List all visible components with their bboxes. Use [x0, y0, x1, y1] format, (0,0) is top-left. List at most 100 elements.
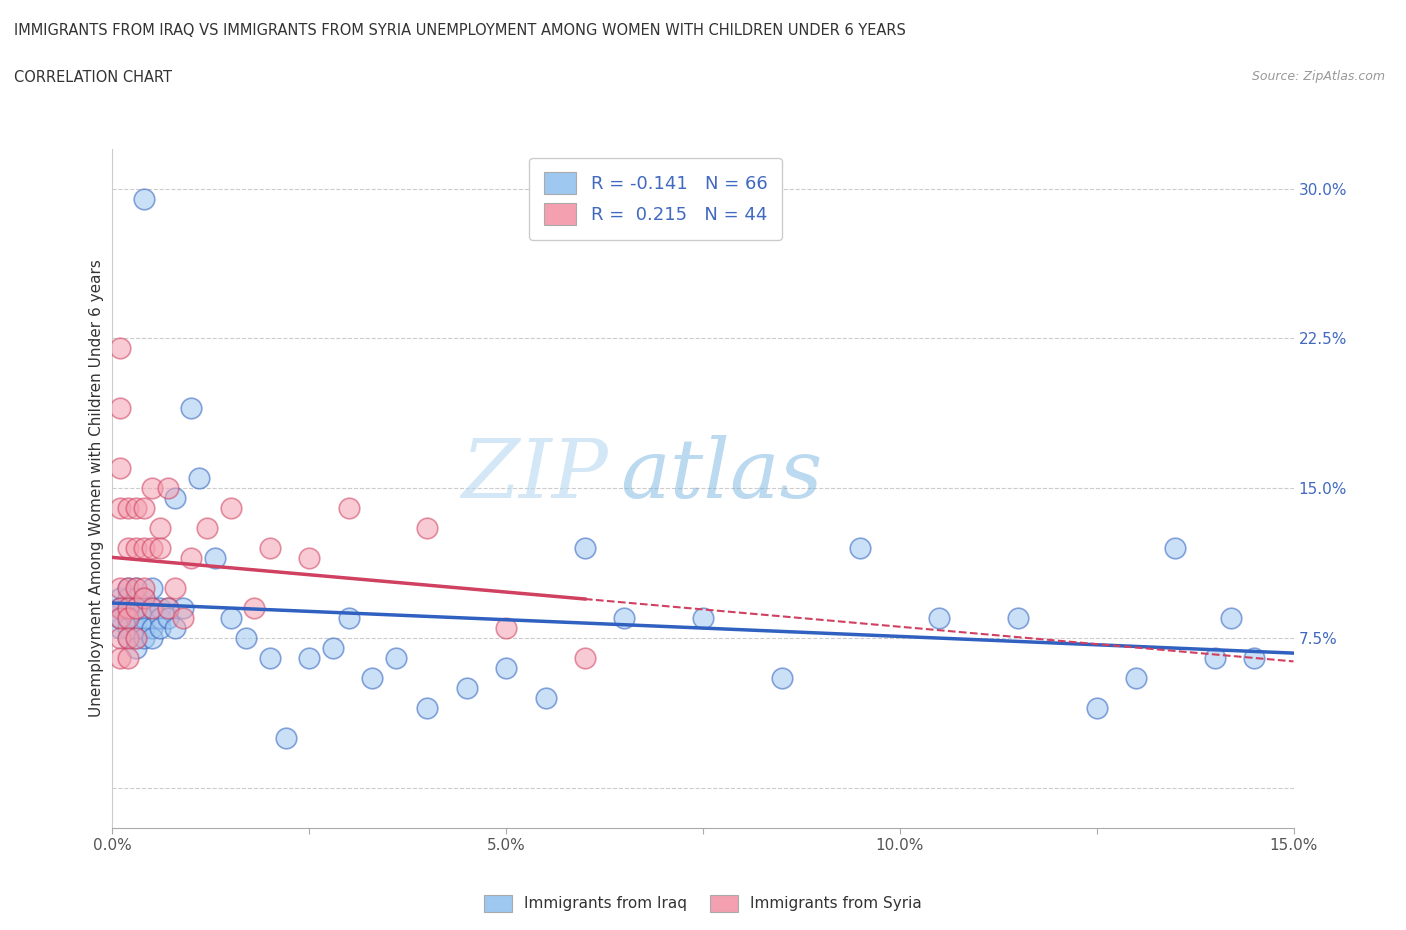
- Point: [188, 471, 211, 485]
- Point: [385, 651, 408, 666]
- Point: [110, 591, 132, 605]
- Point: [692, 611, 714, 626]
- Point: [165, 620, 187, 635]
- Point: [322, 641, 344, 656]
- Point: [132, 620, 155, 635]
- Point: [117, 601, 139, 616]
- Text: IMMIGRANTS FROM IRAQ VS IMMIGRANTS FROM SYRIA UNEMPLOYMENT AMONG WOMEN WITH CHIL: IMMIGRANTS FROM IRAQ VS IMMIGRANTS FROM …: [14, 23, 905, 38]
- Point: [125, 631, 148, 645]
- Text: CORRELATION CHART: CORRELATION CHART: [14, 70, 172, 85]
- Point: [125, 591, 148, 605]
- Point: [235, 631, 257, 645]
- Point: [110, 631, 132, 645]
- Point: [132, 580, 155, 595]
- Point: [337, 611, 360, 626]
- Point: [125, 580, 148, 595]
- Legend: R = -0.141   N = 66, R =  0.215   N = 44: R = -0.141 N = 66, R = 0.215 N = 44: [530, 158, 782, 240]
- Point: [416, 521, 439, 536]
- Point: [132, 601, 155, 616]
- Point: [195, 521, 218, 536]
- Text: ZIP: ZIP: [461, 434, 609, 514]
- Point: [298, 651, 321, 666]
- Point: [149, 540, 172, 555]
- Point: [1219, 611, 1241, 626]
- Point: [110, 601, 132, 616]
- Point: [117, 580, 139, 595]
- Point: [132, 591, 155, 605]
- Point: [110, 601, 132, 616]
- Point: [361, 671, 384, 685]
- Point: [1007, 611, 1029, 626]
- Point: [141, 601, 163, 616]
- Point: [117, 591, 139, 605]
- Point: [259, 540, 281, 555]
- Point: [110, 500, 132, 515]
- Point: [165, 491, 187, 506]
- Point: [132, 500, 155, 515]
- Point: [117, 631, 139, 645]
- Point: [132, 591, 155, 605]
- Point: [613, 611, 636, 626]
- Point: [141, 580, 163, 595]
- Point: [125, 500, 148, 515]
- Point: [141, 481, 163, 496]
- Point: [110, 401, 132, 416]
- Point: [110, 601, 132, 616]
- Point: [117, 631, 139, 645]
- Point: [928, 611, 950, 626]
- Point: [1125, 671, 1147, 685]
- Point: [125, 611, 148, 626]
- Point: [141, 631, 163, 645]
- Point: [117, 500, 139, 515]
- Point: [149, 620, 172, 635]
- Point: [219, 500, 242, 515]
- Point: [574, 651, 596, 666]
- Point: [125, 620, 148, 635]
- Point: [141, 620, 163, 635]
- Point: [132, 192, 155, 206]
- Point: [110, 651, 132, 666]
- Point: [180, 551, 202, 565]
- Point: [172, 601, 194, 616]
- Point: [125, 601, 148, 616]
- Point: [274, 730, 297, 745]
- Point: [180, 401, 202, 416]
- Point: [117, 611, 139, 626]
- Point: [110, 611, 132, 626]
- Point: [125, 601, 148, 616]
- Point: [574, 540, 596, 555]
- Point: [149, 611, 172, 626]
- Point: [1243, 651, 1265, 666]
- Point: [165, 580, 187, 595]
- Point: [117, 651, 139, 666]
- Point: [110, 461, 132, 476]
- Point: [1164, 540, 1187, 555]
- Point: [125, 641, 148, 656]
- Point: [204, 551, 226, 565]
- Point: [110, 620, 132, 635]
- Point: [117, 620, 139, 635]
- Point: [149, 601, 172, 616]
- Point: [156, 481, 179, 496]
- Point: [132, 631, 155, 645]
- Point: [219, 611, 242, 626]
- Y-axis label: Unemployment Among Women with Children Under 6 years: Unemployment Among Women with Children U…: [89, 259, 104, 717]
- Point: [416, 700, 439, 715]
- Point: [298, 551, 321, 565]
- Point: [770, 671, 793, 685]
- Point: [156, 601, 179, 616]
- Point: [243, 601, 266, 616]
- Text: Source: ZipAtlas.com: Source: ZipAtlas.com: [1251, 70, 1385, 83]
- Point: [172, 611, 194, 626]
- Point: [149, 521, 172, 536]
- Point: [110, 580, 132, 595]
- Point: [141, 601, 163, 616]
- Text: atlas: atlas: [620, 434, 823, 514]
- Point: [132, 540, 155, 555]
- Point: [117, 580, 139, 595]
- Point: [117, 611, 139, 626]
- Point: [117, 601, 139, 616]
- Point: [1204, 651, 1226, 666]
- Point: [125, 580, 148, 595]
- Point: [534, 690, 557, 705]
